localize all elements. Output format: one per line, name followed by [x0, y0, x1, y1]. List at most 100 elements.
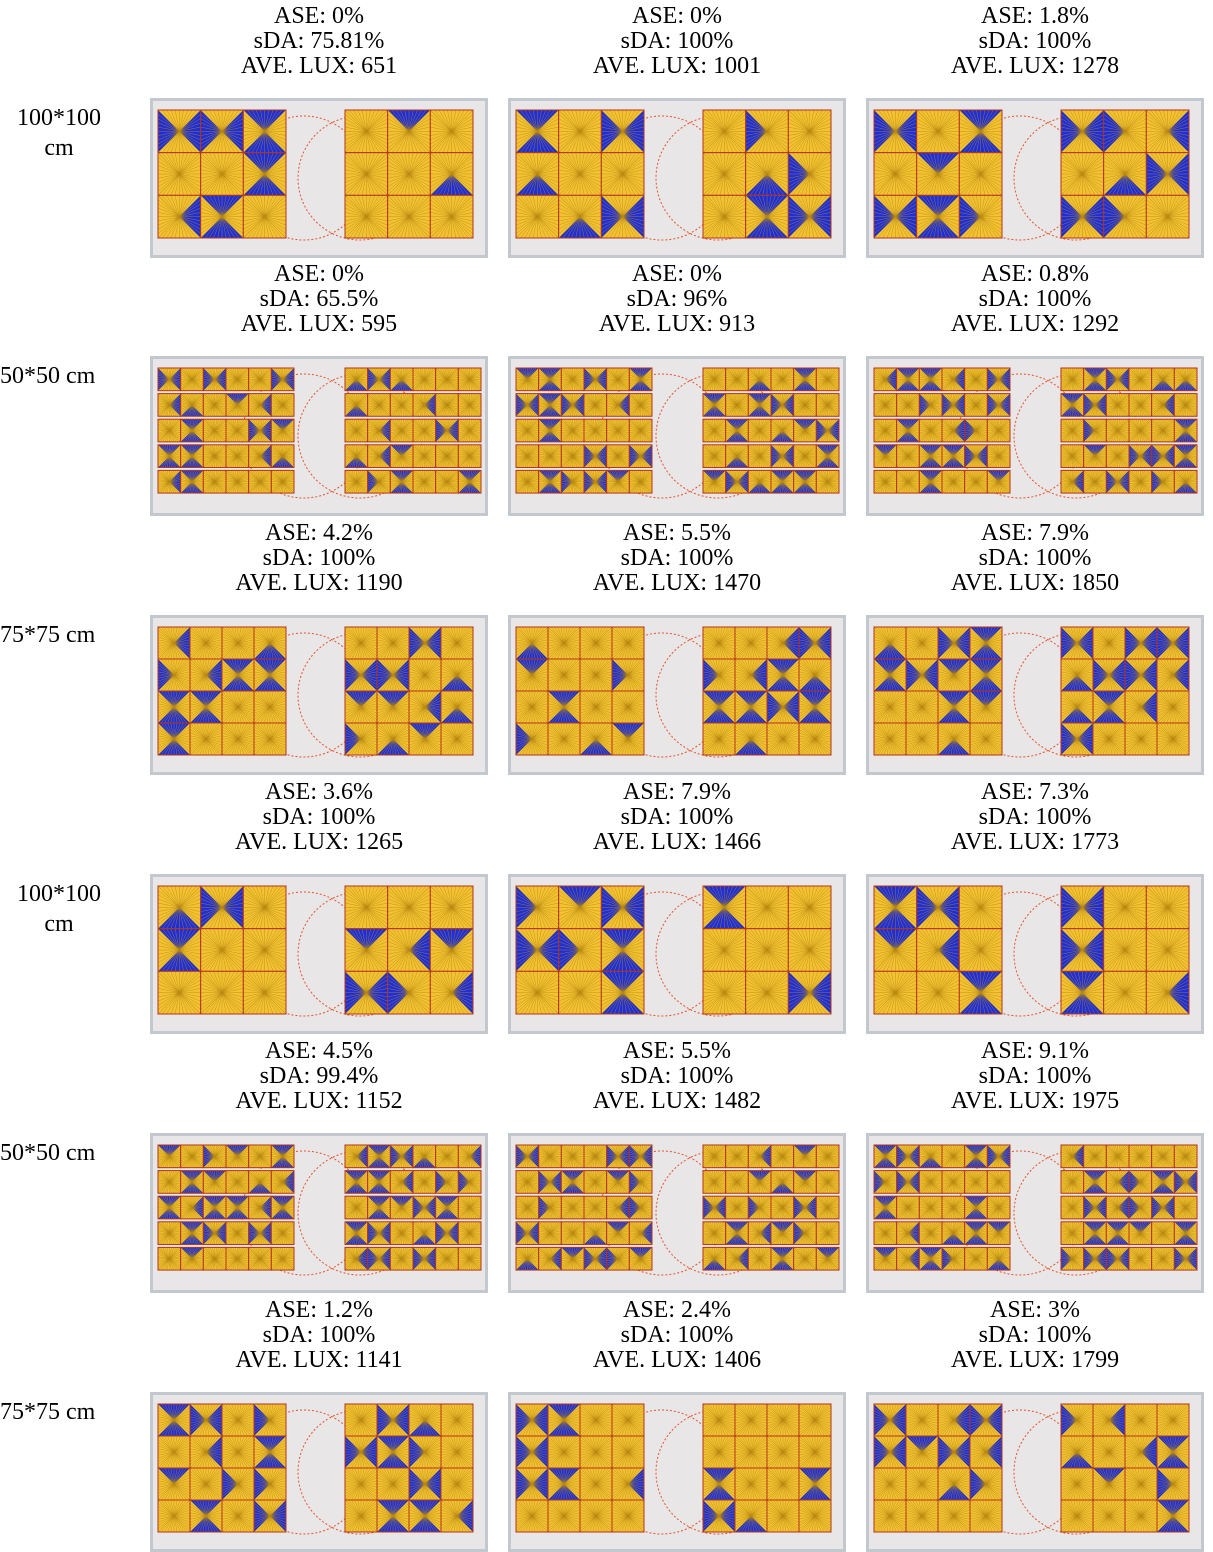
panel-tile: [1151, 1195, 1175, 1220]
panel-tile: [515, 1403, 549, 1437]
left-panel-array: [157, 626, 287, 756]
panel-tile: [734, 1467, 768, 1501]
panel-tile: [873, 109, 918, 154]
panel-tile: [815, 1221, 840, 1245]
panel-tile: [941, 444, 966, 468]
panel-tile: [873, 418, 898, 443]
panel-tile: [1145, 885, 1190, 930]
panel-tile: [986, 1195, 1011, 1220]
panel-tile: [1145, 109, 1190, 154]
panel-tile: [747, 1221, 772, 1245]
right-panel-array: [702, 367, 840, 494]
panel-tile: [1060, 393, 1085, 417]
panel-tile: [157, 1195, 182, 1220]
sda-value: sDA: 100%: [978, 28, 1092, 54]
panel-tile: [344, 109, 389, 154]
panel-tile: [1060, 418, 1085, 443]
panel-tile: [376, 626, 410, 660]
panel-tile: [344, 1221, 369, 1245]
panel-tile: [747, 1195, 772, 1220]
panel-tile: [905, 1435, 939, 1469]
metrics-block: ASE: 7.3% sDA: 100% AVE. LUX: 1773: [865, 776, 1205, 855]
panel-tile: [937, 690, 971, 724]
sda-value: sDA: 100%: [262, 804, 376, 830]
panel-tile: [916, 970, 960, 1015]
result-cell: ASE: 1.8% sDA: 100% AVE. LUX: 1278: [865, 0, 1205, 258]
panel-tile: [225, 469, 250, 494]
panel-tile: [1092, 1467, 1126, 1501]
lux-value: AVE. LUX: 1975: [950, 1088, 1120, 1114]
panel-tile: [986, 1221, 1011, 1245]
panel-tile: [429, 194, 474, 239]
panel-tile: [787, 152, 832, 196]
panel-tile: [558, 194, 602, 239]
panel-tile: [435, 469, 459, 494]
panel-tile: [1151, 444, 1175, 468]
panel-tile: [873, 393, 898, 417]
panel-tile: [787, 928, 832, 972]
panel-tile: [916, 109, 960, 154]
panel-tile: [793, 367, 817, 392]
panel-tile: [896, 1195, 920, 1220]
panel-tile: [344, 1195, 369, 1220]
panel-tile: [429, 109, 474, 154]
panel-tile: [248, 1144, 272, 1169]
panel-tile: [787, 970, 832, 1015]
panel-tile: [734, 1435, 768, 1469]
panel-tile: [180, 444, 204, 468]
panel-tile: [1145, 152, 1190, 196]
panel-tile: [766, 658, 800, 692]
ase-value: ASE: 0%: [274, 3, 364, 29]
panel-tile: [180, 1221, 204, 1245]
panel-tile: [157, 1467, 191, 1501]
panel-tile: [157, 1403, 191, 1437]
panel-tile: [1060, 690, 1094, 724]
panel-tile: [986, 1144, 1011, 1169]
panel-tile: [964, 1221, 988, 1245]
panel-tile: [457, 444, 482, 468]
panel-tile: [1060, 885, 1105, 930]
daylight-plot: [866, 1392, 1204, 1552]
sda-value: sDA: 100%: [262, 545, 376, 571]
panel-tile: [905, 690, 939, 724]
daylight-plot: [508, 1133, 846, 1293]
panel-tile: [189, 1435, 223, 1469]
panel-tile: [344, 152, 389, 196]
panel-tile: [435, 1221, 459, 1245]
panel-tile: [180, 393, 204, 417]
panel-tile: [770, 1170, 795, 1194]
panel-tile: [157, 367, 182, 392]
daylight-plot-svg: [511, 359, 843, 513]
panel-tile: [367, 1195, 391, 1220]
panel-tile: [815, 1195, 840, 1220]
panel-tile: [248, 1170, 272, 1194]
panel-tile: [941, 1144, 966, 1169]
panel-tile: [560, 444, 585, 468]
panel-tile: [941, 1170, 966, 1194]
panel-tile: [873, 367, 898, 392]
panel-tile: [387, 109, 431, 154]
panel-tile: [202, 469, 227, 494]
panel-tile: [702, 418, 727, 443]
panel-tile: [873, 469, 898, 494]
panel-tile: [1092, 658, 1126, 692]
result-cell: ASE: 0% sDA: 96% AVE. LUX: 913: [507, 258, 847, 516]
panel-tile: [547, 1435, 581, 1469]
right-panel-array: [702, 1403, 832, 1533]
panel-tile: [157, 970, 202, 1015]
panel-tile: [1173, 1246, 1198, 1271]
panel-tile: [873, 626, 907, 660]
panel-tile: [969, 658, 1003, 692]
panel-tile: [725, 444, 749, 468]
left-panel-array: [157, 109, 287, 239]
panel-tile: [725, 1195, 749, 1220]
panel-tile: [702, 1435, 736, 1469]
panel-tile: [157, 1221, 182, 1245]
panel-tile: [1103, 928, 1147, 972]
lux-value: AVE. LUX: 1773: [950, 829, 1120, 855]
panel-tile: [1060, 970, 1105, 1015]
panel-tile: [702, 194, 747, 239]
metrics-block: ASE: 7.9% sDA: 100% AVE. LUX: 1466: [507, 776, 847, 855]
panel-tile: [745, 970, 789, 1015]
panel-tile: [702, 626, 736, 660]
